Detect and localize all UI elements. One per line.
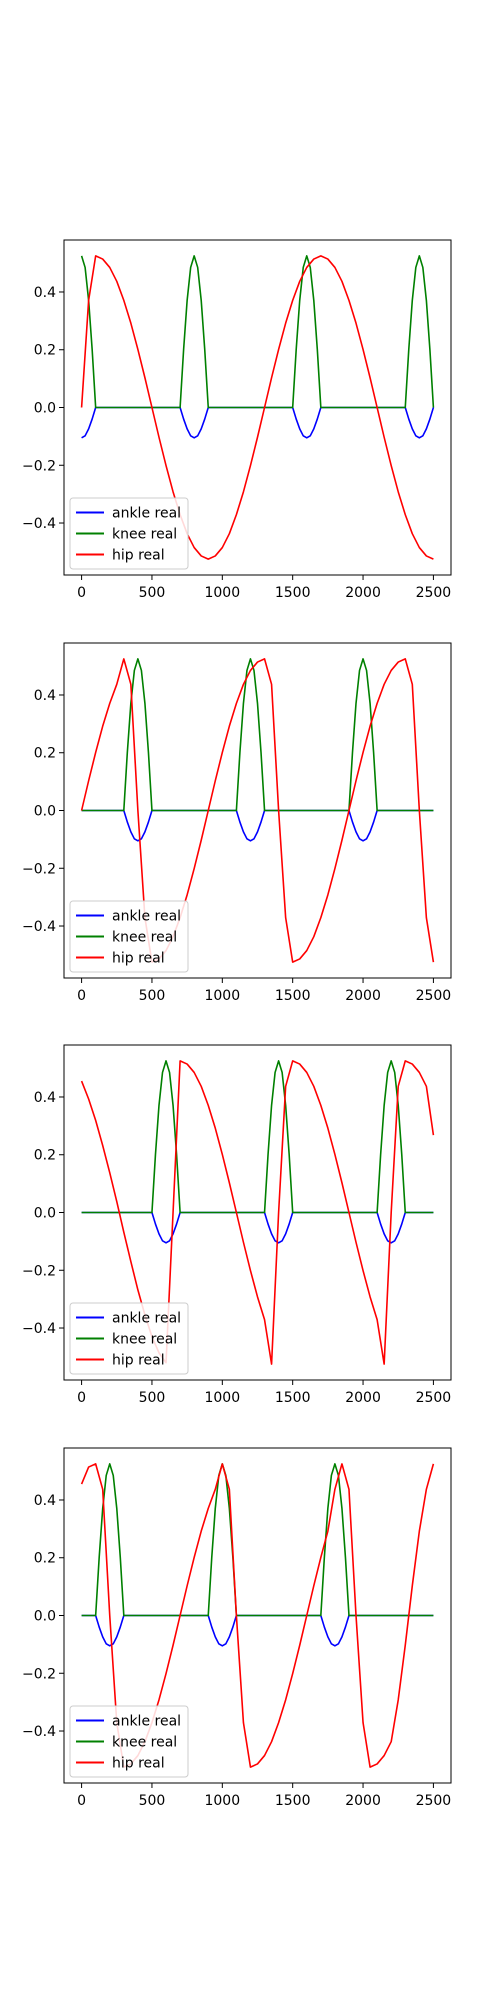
x-tick-label: 500 xyxy=(139,988,166,1004)
y-tick-label: 0.0 xyxy=(34,1206,56,1222)
x-tick-label: 1500 xyxy=(275,585,311,601)
series-line-knee-real xyxy=(81,658,434,812)
x-tick-label: 2000 xyxy=(345,1390,381,1406)
series-line-ankle-real xyxy=(81,1614,434,1647)
x-tick-label: 500 xyxy=(139,585,166,601)
series-group xyxy=(80,255,435,560)
y-tick-label: 0.4 xyxy=(34,1090,56,1106)
legend-label: hip real xyxy=(112,1353,165,1369)
series-line-knee-real xyxy=(81,1060,434,1214)
legend-box xyxy=(69,900,189,973)
y-tick-label: 0.0 xyxy=(34,401,56,417)
legend-box xyxy=(69,1705,189,1778)
legend-label: ankle real xyxy=(112,506,181,522)
series-line-hip-real xyxy=(80,1060,435,1365)
series-line-knee-real xyxy=(80,255,435,409)
legend-label: knee real xyxy=(112,1332,177,1348)
subplot-4: 0 500 1000 1500 2000 2500 −0.4 −0.2 0.0 0.2 0.4 ank… xyxy=(22,1447,452,1809)
x-tick-label: 0 xyxy=(77,1793,86,1809)
series-line-ankle-real xyxy=(81,809,434,842)
x-tick-label: 0 xyxy=(77,585,86,601)
y-tick-label: 0.2 xyxy=(34,746,56,762)
x-tick-label: 500 xyxy=(139,1390,166,1406)
legend: ankle real knee real hip real xyxy=(69,497,189,570)
y-tick-label: −0.4 xyxy=(22,919,56,935)
legend-label: hip real xyxy=(112,1756,165,1772)
legend: ankle real knee real hip real xyxy=(69,900,189,973)
y-tick-label: 0.2 xyxy=(34,1148,56,1164)
y-tick-label: 0.4 xyxy=(34,285,56,301)
y-tick-label: 0.4 xyxy=(34,688,56,704)
series-line-ankle-real xyxy=(81,406,435,439)
y-tick-label: −0.4 xyxy=(22,1724,56,1740)
x-tick-label: 2000 xyxy=(345,1793,381,1809)
y-tick-label: −0.2 xyxy=(22,861,56,877)
y-tick-label: −0.2 xyxy=(22,458,56,474)
x-tick-label: 0 xyxy=(77,988,86,1004)
legend-label: knee real xyxy=(112,527,177,543)
legend-label: ankle real xyxy=(112,1714,181,1730)
legend-label: knee real xyxy=(112,1735,177,1751)
legend-label: ankle real xyxy=(112,1311,181,1327)
x-tick-label: 2500 xyxy=(416,1793,452,1809)
legend-label: hip real xyxy=(112,951,165,967)
legend-label: knee real xyxy=(112,930,177,946)
x-tick-label: 2000 xyxy=(345,988,381,1004)
x-tick-label: 1500 xyxy=(275,988,311,1004)
x-tick-label: 0 xyxy=(77,1390,86,1406)
series-line-hip-real xyxy=(80,255,434,560)
x-tick-label: 1000 xyxy=(204,585,240,601)
subplot-1: 0 500 1000 1500 2000 2500 −0.4 −0.2 0.0 0.2 0.4 ank… xyxy=(22,239,452,601)
legend-label: ankle real xyxy=(112,909,181,925)
series-line-hip-real xyxy=(80,658,435,963)
y-tick-label: 0.0 xyxy=(34,1609,56,1625)
series-group xyxy=(80,1060,435,1365)
y-tick-label: −0.4 xyxy=(22,516,56,532)
y-tick-label: 0.0 xyxy=(34,804,56,820)
y-tick-label: −0.4 xyxy=(22,1321,56,1337)
legend-box xyxy=(69,1302,189,1375)
x-tick-label: 500 xyxy=(139,1793,166,1809)
series-line-ankle-real xyxy=(81,1211,434,1244)
x-tick-label: 2500 xyxy=(416,1390,452,1406)
x-tick-label: 1500 xyxy=(275,1390,311,1406)
subplot-2: 0 500 1000 1500 2000 2500 −0.4 −0.2 0.0 0.2 0.4 ank… xyxy=(22,642,452,1004)
legend: ankle real knee real hip real xyxy=(69,1302,189,1375)
x-tick-label: 2500 xyxy=(416,585,452,601)
y-tick-label: −0.2 xyxy=(22,1666,56,1682)
x-tick-label: 2000 xyxy=(345,585,381,601)
legend-label: hip real xyxy=(112,548,165,564)
y-tick-label: 0.2 xyxy=(34,343,56,359)
x-tick-label: 1000 xyxy=(204,1390,240,1406)
series-group xyxy=(80,658,435,963)
x-tick-label: 1500 xyxy=(275,1793,311,1809)
legend-box xyxy=(69,497,189,570)
legend: ankle real knee real hip real xyxy=(69,1705,189,1778)
y-tick-label: 0.2 xyxy=(34,1551,56,1567)
subplots: 0 500 1000 1500 2000 2500 −0.4 −0.2 0.0 0.2 0.4 ank… xyxy=(22,239,452,1809)
x-tick-label: 1000 xyxy=(204,1793,240,1809)
subplot-3: 0 500 1000 1500 2000 2500 −0.4 −0.2 0.0 0.2 0.4 ank… xyxy=(22,1044,452,1406)
y-tick-label: 0.4 xyxy=(34,1493,56,1509)
y-tick-label: −0.2 xyxy=(22,1263,56,1279)
x-tick-label: 2500 xyxy=(416,988,452,1004)
x-tick-label: 1000 xyxy=(204,988,240,1004)
